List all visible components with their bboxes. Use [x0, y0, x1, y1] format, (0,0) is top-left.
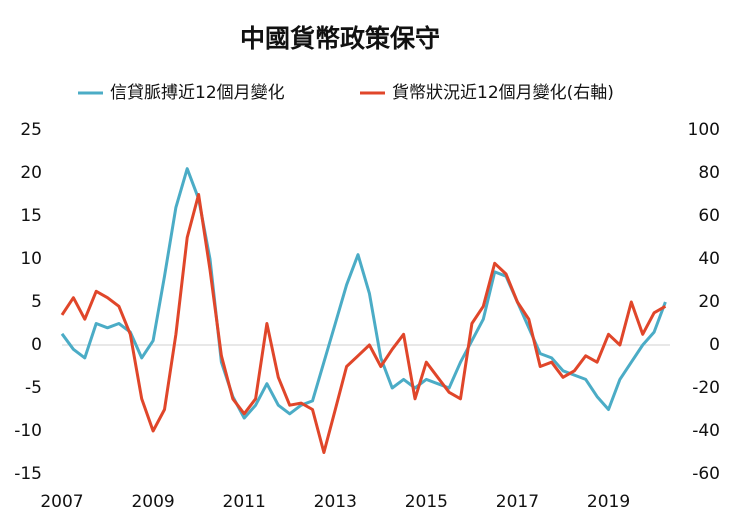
y2-tick-label: 80 [698, 163, 720, 183]
x-tick-label: 2007 [40, 492, 83, 512]
series-line [60, 167, 667, 420]
y2-tick-label: 60 [698, 206, 720, 226]
y2-tick-label: -20 [692, 378, 720, 398]
y2-tick-label: 40 [698, 249, 720, 269]
y-tick-label: 10 [20, 249, 42, 269]
x-tick-label: 2019 [587, 492, 630, 512]
x-tick-label: 2011 [223, 492, 266, 512]
y-tick-label: -15 [14, 464, 42, 484]
x-tick-label: 2017 [496, 492, 539, 512]
y2-tick-label: 20 [698, 292, 720, 312]
y2-tick-label: -60 [692, 464, 720, 484]
y2-tick-label: 100 [688, 120, 720, 140]
legend-label: 貨幣狀況近12個月變化(右軸) [392, 83, 614, 103]
x-tick-label: 2015 [405, 492, 448, 512]
y-tick-label: -5 [25, 378, 42, 398]
series-line [60, 193, 667, 454]
y-tick-label: 15 [20, 206, 42, 226]
y-tick-label: 5 [31, 292, 42, 312]
y2-tick-label: -40 [692, 421, 720, 441]
legend-label: 信貸脈搏近12個月變化 [110, 83, 285, 103]
y-tick-label: -10 [14, 421, 42, 441]
y-tick-label: 0 [31, 335, 42, 355]
y2-tick-label: 0 [709, 335, 720, 355]
y-tick-label: 20 [20, 163, 42, 183]
y-tick-label: 25 [20, 120, 42, 140]
x-tick-label: 2009 [131, 492, 174, 512]
x-tick-label: 2013 [314, 492, 357, 512]
chart-title: 中國貨幣政策保守 [240, 24, 440, 53]
